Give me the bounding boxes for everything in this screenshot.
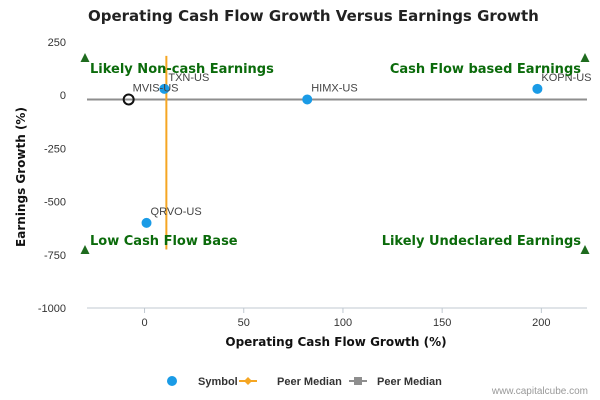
x-tick-label: 100 (334, 317, 352, 329)
quadrant-corner-marker-icon (80, 53, 90, 62)
y-axis-title: Earnings Growth (%) (14, 107, 28, 247)
data-point (302, 94, 313, 105)
x-tick-label: 150 (433, 317, 451, 329)
quadrant-corner-marker-icon (80, 245, 90, 254)
legend-label: Symbol (198, 376, 238, 388)
axes-layer: 250 0 -250 -500 -750 -1000 0 50 100 150 200 (38, 37, 587, 329)
point-label: QRVO-US (151, 206, 202, 218)
legend-label: Peer Median (377, 376, 442, 388)
quadrant-label-bottom-left: Low Cash Flow Base (90, 234, 238, 249)
point-label: KOPN-US (541, 72, 591, 84)
legend-label: Peer Median (277, 376, 342, 388)
quadrant-corner-marker-icon (580, 245, 590, 254)
quadrant-layer: Likely Non-cash Earnings Cash Flow based … (80, 53, 590, 254)
data-point (159, 83, 170, 94)
chart-title: Operating Cash Flow Growth Versus Earnin… (88, 7, 539, 25)
x-tick-label: 0 (141, 317, 147, 329)
point-label: TXN-US (168, 72, 209, 84)
x-tick-label: 200 (532, 317, 550, 329)
y-tick-label: -750 (44, 250, 66, 262)
y-tick-label: 0 (60, 90, 66, 102)
point-label: HIMX-US (311, 82, 357, 94)
credit-text: www.capitalcube.com (491, 386, 588, 397)
legend: Symbol Peer Median Peer Median (167, 376, 442, 388)
y-tick-label: -1000 (38, 303, 66, 315)
legend-square-icon (354, 377, 362, 385)
points-layer: TXN-US HIMX-US KOPN-US QRVO-US MVIS-US (122, 72, 592, 228)
data-point (532, 83, 543, 94)
data-point-hollow (122, 93, 135, 106)
quadrant-label-top-right: Cash Flow based Earnings (390, 62, 581, 77)
quadrant-label-top-left: Likely Non-cash Earnings (90, 62, 274, 77)
legend-dot-icon (167, 376, 177, 386)
legend-diamond-icon (244, 377, 252, 385)
data-point (141, 217, 152, 228)
y-tick-label: 250 (48, 37, 66, 49)
x-axis-title: Operating Cash Flow Growth (%) (225, 335, 446, 349)
point-label: MVIS-US (133, 82, 179, 94)
quadrant-corner-marker-icon (580, 53, 590, 62)
x-tick-label: 50 (238, 317, 250, 329)
y-tick-label: -500 (44, 197, 66, 209)
quadrant-label-bottom-right: Likely Undeclared Earnings (382, 234, 582, 249)
y-tick-label: -250 (44, 143, 66, 155)
